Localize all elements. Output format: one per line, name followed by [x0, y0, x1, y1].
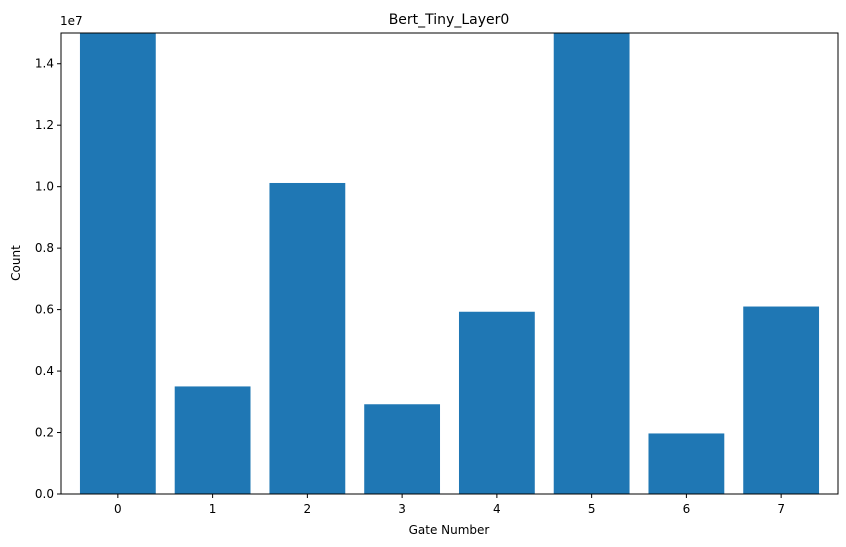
plot-frame: [60, 32, 839, 495]
bar-gate-2: [269, 182, 346, 494]
y-tick-label: 0.0: [35, 487, 54, 501]
bar-gate-5: [553, 33, 630, 494]
x-axis-ticks: 0 1 2 3 4 5 6 7: [114, 494, 785, 516]
bar-gate-4: [458, 311, 535, 494]
bar-gate-1: [174, 386, 251, 494]
bar-gate-6: [648, 433, 725, 494]
y-tick-label: 0.8: [35, 241, 54, 255]
x-tick-label: 2: [304, 502, 312, 516]
x-tick-label: 7: [777, 502, 785, 516]
y-tick-label: 1.4: [35, 57, 54, 71]
y-offset-label: 1e7: [60, 14, 83, 28]
x-axis-label: Gate Number: [409, 523, 490, 537]
y-tick-label: 1.2: [35, 118, 54, 132]
bars-group: [79, 33, 820, 494]
y-tick-label: 0.4: [35, 364, 54, 378]
y-axis-ticks: 0.0 0.2 0.4 0.6 0.8 1.0 1.2 1.4: [35, 57, 61, 501]
x-tick-label: 3: [398, 502, 406, 516]
bar-gate-3: [364, 404, 441, 494]
y-tick-label: 0.6: [35, 303, 54, 317]
y-axis-label: Count: [9, 245, 23, 281]
bar-gate-0: [79, 33, 156, 494]
bar-gate-7: [743, 306, 820, 494]
x-tick-label: 6: [683, 502, 691, 516]
x-tick-label: 4: [493, 502, 501, 516]
x-tick-label: 0: [114, 502, 122, 516]
x-tick-label: 1: [209, 502, 217, 516]
y-tick-label: 0.2: [35, 426, 54, 440]
y-tick-label: 1.0: [35, 180, 54, 194]
x-tick-label: 5: [588, 502, 596, 516]
chart-title: Bert_Tiny_Layer0: [389, 12, 510, 28]
